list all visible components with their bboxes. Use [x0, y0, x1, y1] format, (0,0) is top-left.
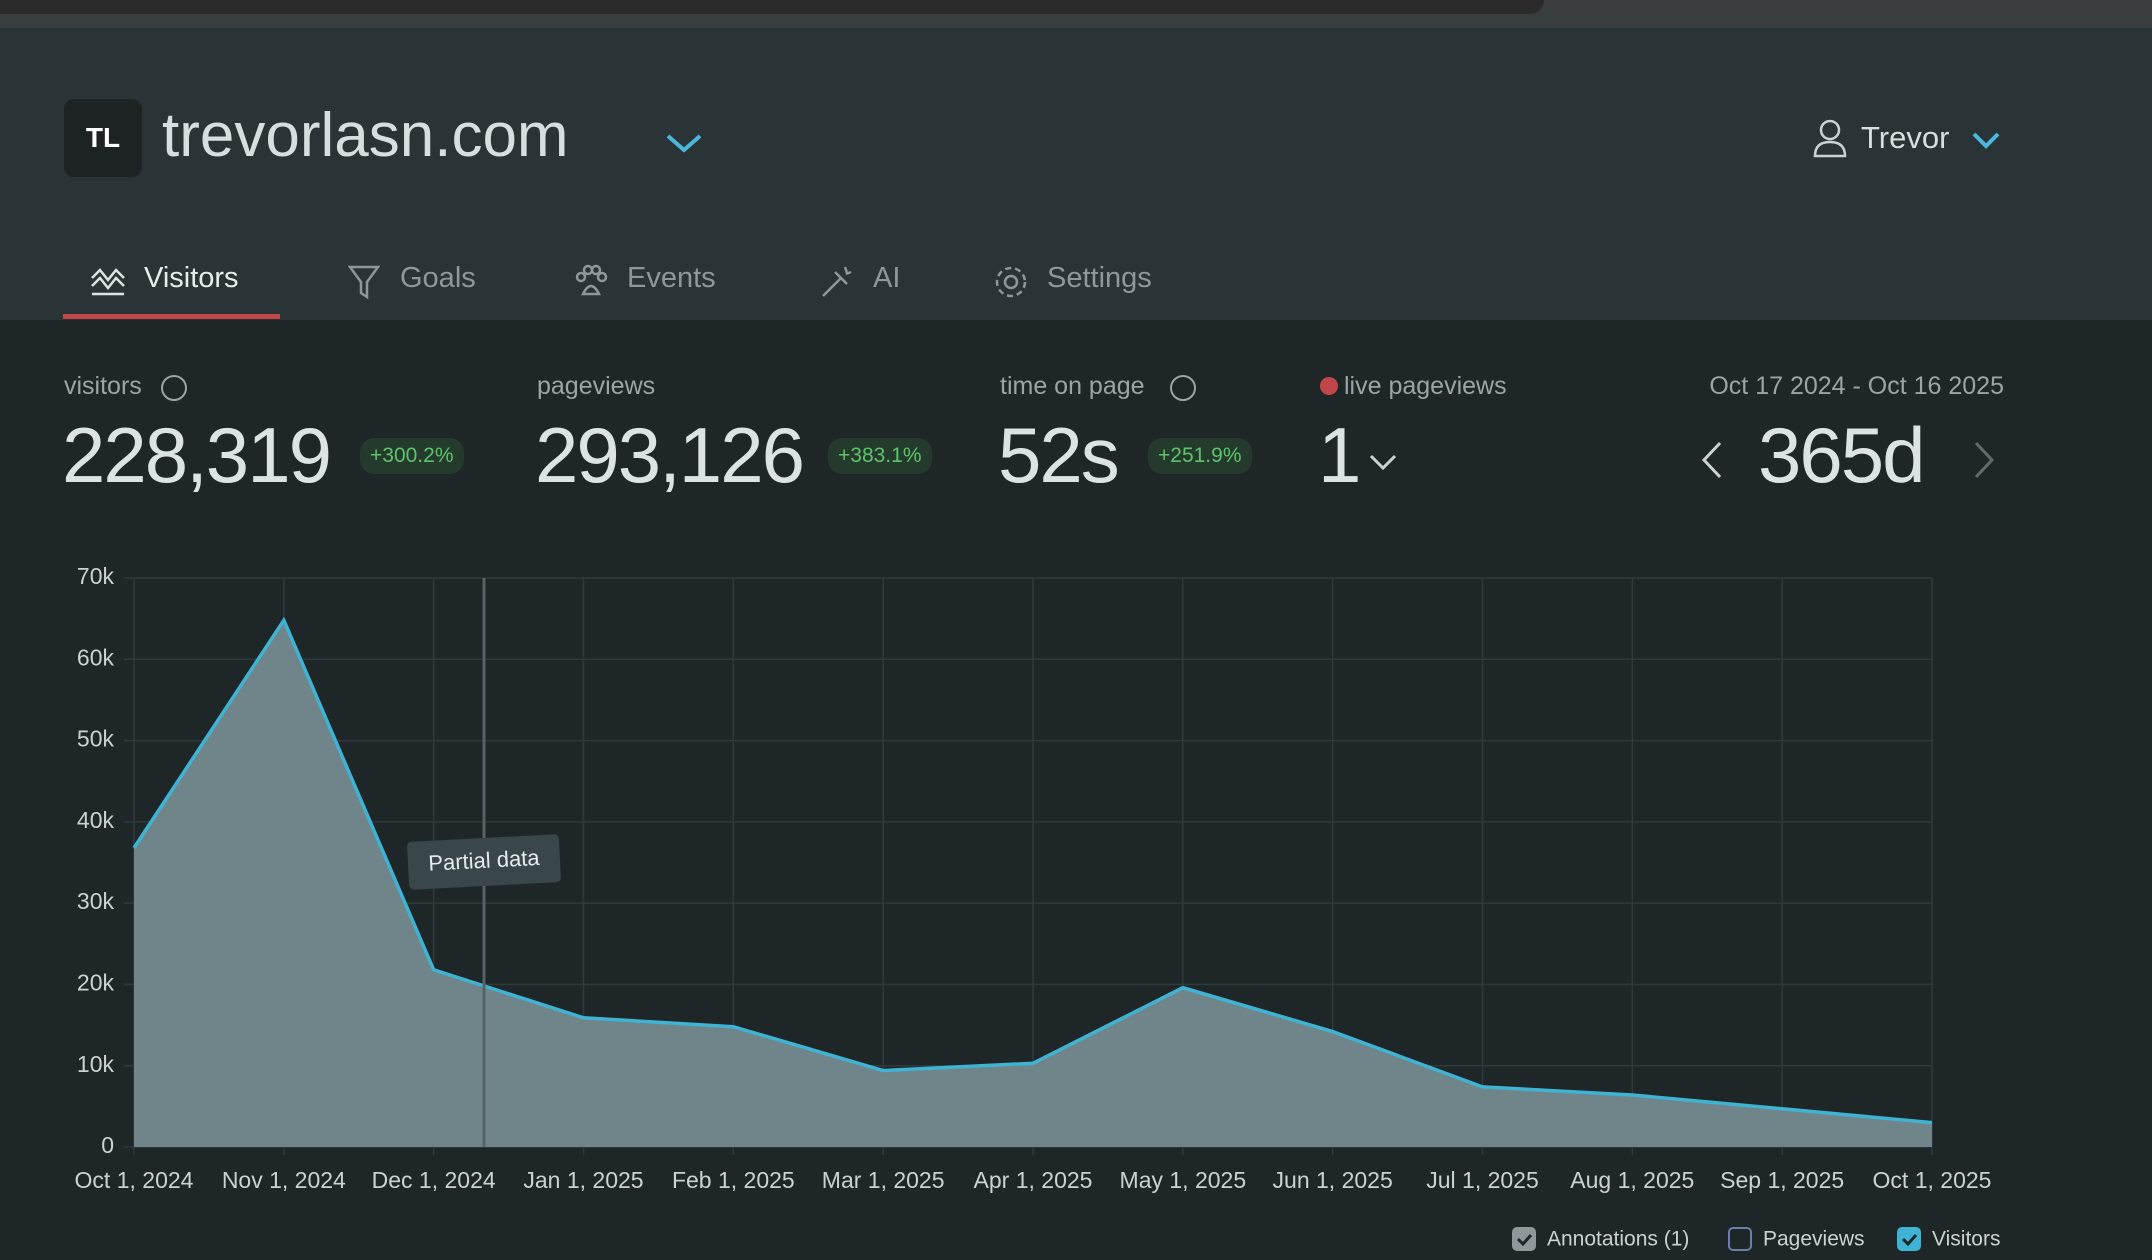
x-tick-label: Apr 1, 2025 [974, 1167, 1093, 1193]
legend-check [1516, 1234, 1533, 1247]
tab-icon [995, 266, 1027, 298]
x-tick-label: Aug 1, 2025 [1570, 1167, 1694, 1193]
stat-value: 52s [998, 411, 1120, 499]
x-tick-label: Jan 1, 2025 [523, 1167, 643, 1193]
x-tick-label: Jul 1, 2025 [1426, 1167, 1539, 1193]
user-chevron[interactable] [1971, 130, 2001, 150]
stat-value: 1 [1318, 411, 1361, 499]
tab-icon [91, 268, 125, 296]
y-tick-label: 70k [77, 563, 115, 589]
tab[interactable]: Events [627, 262, 716, 294]
x-tick-label: Jun 1, 2025 [1273, 1167, 1393, 1193]
user-name[interactable]: Trevor [1861, 120, 1950, 155]
y-tick-label: 60k [77, 644, 115, 670]
y-tick-label: 50k [77, 726, 115, 752]
annotation-label: Partial data [428, 845, 541, 876]
y-tick-label: 10k [77, 1051, 115, 1077]
y-tick-label: 0 [101, 1132, 114, 1158]
tab[interactable]: Goals [400, 262, 476, 294]
stat-change: +300.2% [360, 438, 464, 474]
chart: 0 10k 20k 30k 40k 50k 60k 70k Oct 1, 2024 Nov 1, … [75, 563, 2000, 1251]
x-tick-label: Feb 1, 2025 [672, 1167, 795, 1193]
area [134, 620, 1932, 1147]
browser-tab-strip [0, 0, 1544, 14]
stat-label: time on page [1000, 372, 1145, 400]
next-button[interactable] [1972, 440, 1996, 480]
x-tick-label: Mar 1, 2025 [822, 1167, 945, 1193]
x-tick-label: Oct 1, 2025 [1873, 1167, 1992, 1193]
logo[interactable]: TL [64, 99, 142, 177]
tab-icon [575, 264, 608, 296]
legend-checkbox[interactable] [1897, 1227, 1921, 1251]
x-tick-label: Nov 1, 2024 [222, 1167, 346, 1193]
legend-checkbox[interactable] [1728, 1227, 1752, 1251]
annotation: Partial data [407, 834, 561, 890]
header [0, 28, 2152, 320]
line [132, 616, 1933, 1125]
live-chevron[interactable] [1368, 452, 1398, 474]
stat-value: 228,319 [62, 411, 332, 499]
legend-checkbox[interactable] [1512, 1227, 1536, 1251]
legend-label[interactable]: Pageviews [1763, 1228, 1865, 1251]
stat-label: pageviews [537, 372, 656, 400]
live-dot [1320, 377, 1338, 395]
user-icon[interactable] [1812, 118, 1848, 158]
tab[interactable]: Settings [1047, 262, 1152, 294]
help-icon[interactable] [1170, 375, 1196, 401]
stat-value: 293,126 [535, 411, 805, 499]
x-tick-label: Oct 1, 2024 [75, 1167, 194, 1193]
tab-icon [822, 266, 852, 297]
y-tick-label: 40k [77, 807, 115, 833]
tab[interactable]: Visitors [144, 262, 239, 294]
stat-change: +251.9% [1148, 438, 1252, 474]
date-range: Oct 17 2024 - Oct 16 2025 [1709, 372, 2004, 400]
tab-underline [63, 314, 280, 319]
annotation-box [407, 834, 561, 890]
prev-button[interactable] [1700, 440, 1724, 480]
site-name[interactable]: trevorlasn.com [162, 101, 569, 170]
x-tick-label: Dec 1, 2024 [372, 1167, 496, 1193]
stat-change: +383.1% [828, 438, 932, 474]
site-chevron[interactable] [664, 130, 704, 156]
x-tick-label: May 1, 2025 [1120, 1167, 1247, 1193]
legend-label[interactable]: Visitors [1932, 1228, 2000, 1251]
tab-icon [348, 265, 380, 300]
help-icon[interactable] [161, 375, 187, 401]
y-tick-label: 30k [77, 888, 115, 914]
period: 365d [1758, 411, 1926, 499]
stat-label: live pageviews [1344, 372, 1507, 400]
tab[interactable]: AI [873, 262, 901, 294]
y-tick-label: 20k [77, 970, 115, 996]
legend-check [1901, 1234, 1918, 1247]
x-tick-label: Sep 1, 2025 [1720, 1167, 1844, 1193]
legend-label[interactable]: Annotations (1) [1547, 1228, 1689, 1251]
stat-label: visitors [64, 372, 142, 400]
